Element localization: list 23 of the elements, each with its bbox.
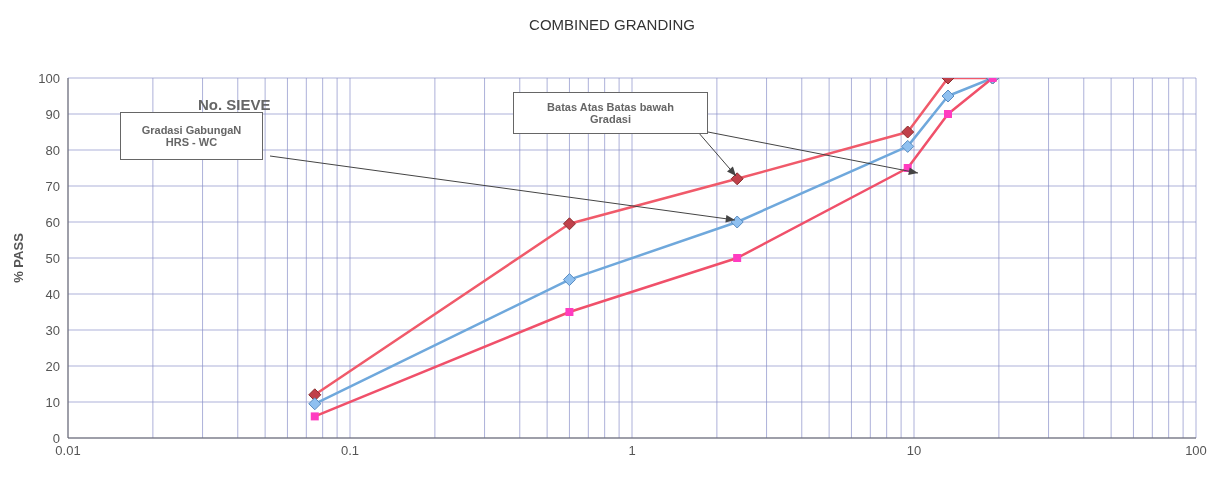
annotation: Batas Atas Batas bawah Gradasi <box>546 101 675 125</box>
x-tick-label: 1 <box>628 443 636 459</box>
x-tick-label: 0.1 <box>340 443 360 459</box>
x-tick-label: 0.01 <box>55 443 81 459</box>
y-axis-title: % PASS <box>10 232 26 283</box>
y-tick-label: 10 <box>45 394 60 410</box>
y-tick-label: 40 <box>45 286 60 302</box>
y-tick-label: 80 <box>45 142 60 158</box>
annotation: Gradasi GabungaN HRS - WC <box>140 124 243 148</box>
y-tick-label: 30 <box>45 322 60 338</box>
annotation: No. SIEVE <box>198 96 271 113</box>
y-tick-label: 20 <box>45 358 60 374</box>
chart-title: COMBINED GRANDING <box>528 16 696 33</box>
callout-box: Gradasi GabungaN HRS - WC <box>120 112 263 160</box>
x-tick-label: 100 <box>1185 443 1207 459</box>
y-tick-label: 100 <box>38 70 60 86</box>
callout-box: Batas Atas Batas bawah Gradasi <box>513 92 708 134</box>
y-tick-label: 50 <box>45 250 60 266</box>
y-tick-label: 0 <box>52 430 60 446</box>
y-tick-label: 60 <box>45 214 60 230</box>
y-tick-label: 90 <box>45 106 60 122</box>
y-tick-label: 70 <box>45 178 60 194</box>
x-tick-label: 10 <box>906 443 922 459</box>
